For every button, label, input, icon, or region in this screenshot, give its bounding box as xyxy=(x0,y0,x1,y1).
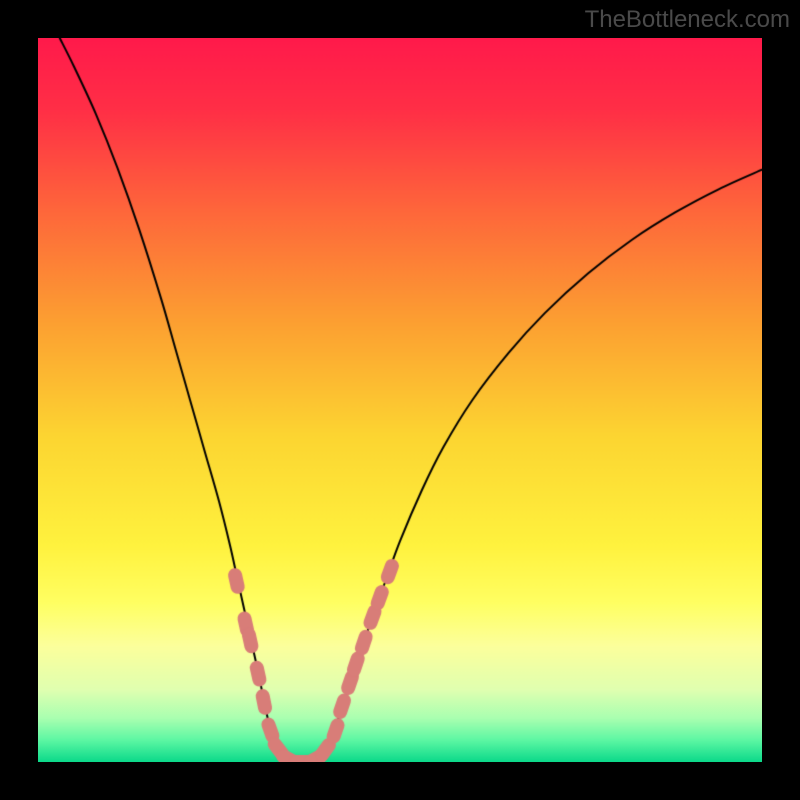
bottleneck-curve xyxy=(38,38,762,762)
chart-stage: TheBottleneck.com xyxy=(0,0,800,800)
watermark-text: TheBottleneck.com xyxy=(585,6,790,34)
plot-area xyxy=(38,38,762,762)
